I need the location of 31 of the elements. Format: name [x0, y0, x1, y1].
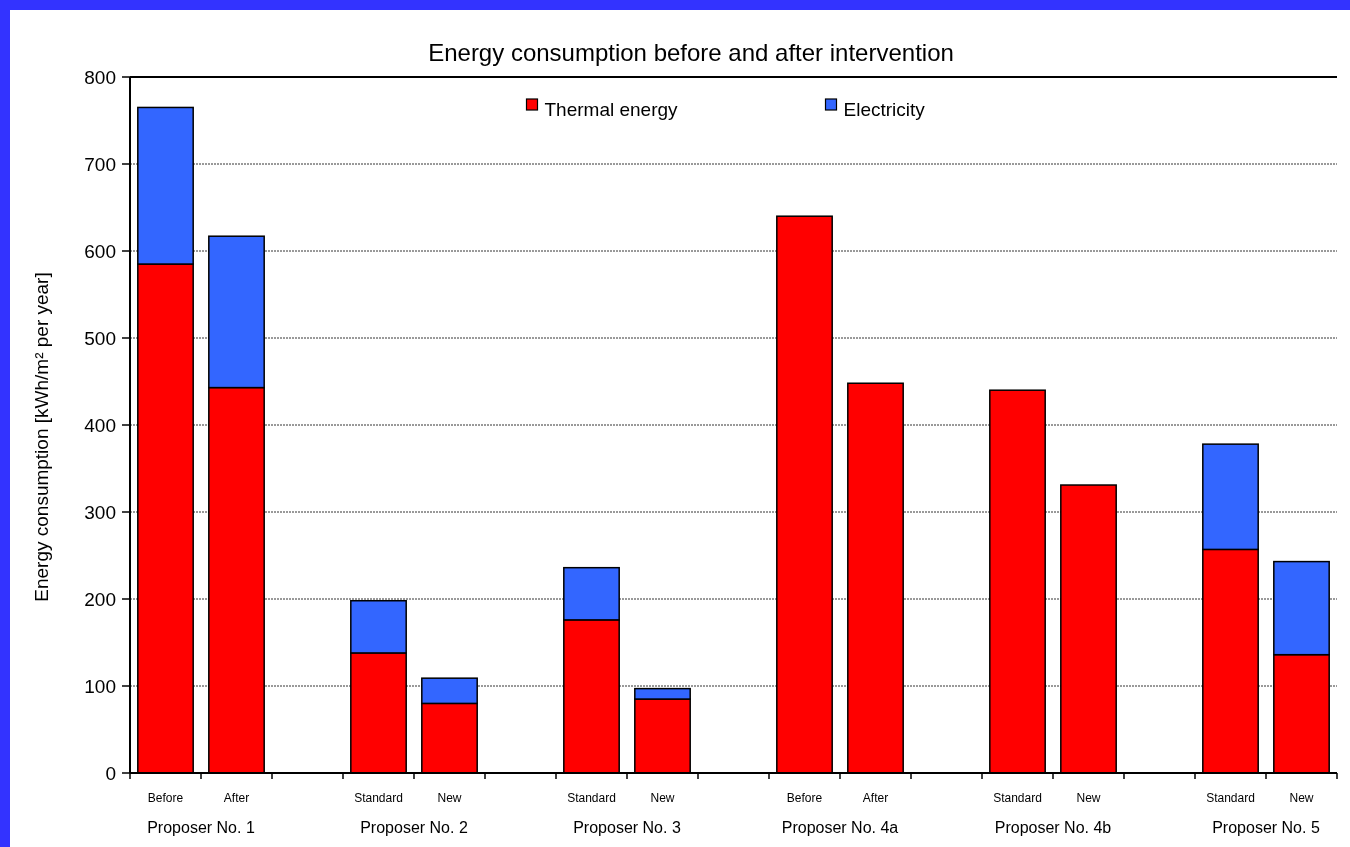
x-tick-label: After [223, 791, 250, 805]
x-tick-label: Standard [354, 791, 403, 805]
text: Proposer No. 3 [573, 819, 681, 836]
x-tick-label: Standard [993, 791, 1042, 805]
y-tick-label: 800 [84, 66, 116, 88]
legend-label: Electricity [843, 99, 926, 120]
y-axis-title: Energy consumption [kWh/m² per year] [31, 272, 52, 602]
y-tick-label: 100 [84, 675, 116, 697]
x-tick-label: New [650, 791, 675, 805]
x-tick-label: Before [786, 791, 823, 805]
chart-title: Energy consumption before and after intervention [428, 39, 954, 66]
legend-label: Thermal energy [544, 99, 679, 120]
x-tick-label: Standard [567, 791, 616, 805]
x-tick-label: Standard [1206, 791, 1255, 805]
text: Proposer No. 2 [360, 819, 468, 836]
x-tick-label: New [1076, 791, 1101, 805]
x-tick-label: New [1289, 791, 1314, 805]
x-tick-label: New [437, 791, 462, 805]
y-tick-label: 300 [84, 501, 116, 523]
y-tick-label: 0 [105, 762, 116, 784]
x-tick-label: Before [147, 791, 184, 805]
x-tick-label: After [862, 791, 889, 805]
text: Proposer No. 4b [994, 819, 1112, 836]
text: Proposer No. 1 [147, 819, 255, 836]
y-tick-label: 500 [84, 327, 116, 349]
y-tick-label: 200 [84, 588, 116, 610]
text: Proposer No. 5 [1212, 819, 1320, 836]
y-tick-label: 400 [84, 414, 116, 436]
y-tick-label: 700 [84, 153, 116, 175]
text: Proposer No. 4a [781, 819, 899, 836]
y-tick-label: 600 [84, 240, 116, 262]
